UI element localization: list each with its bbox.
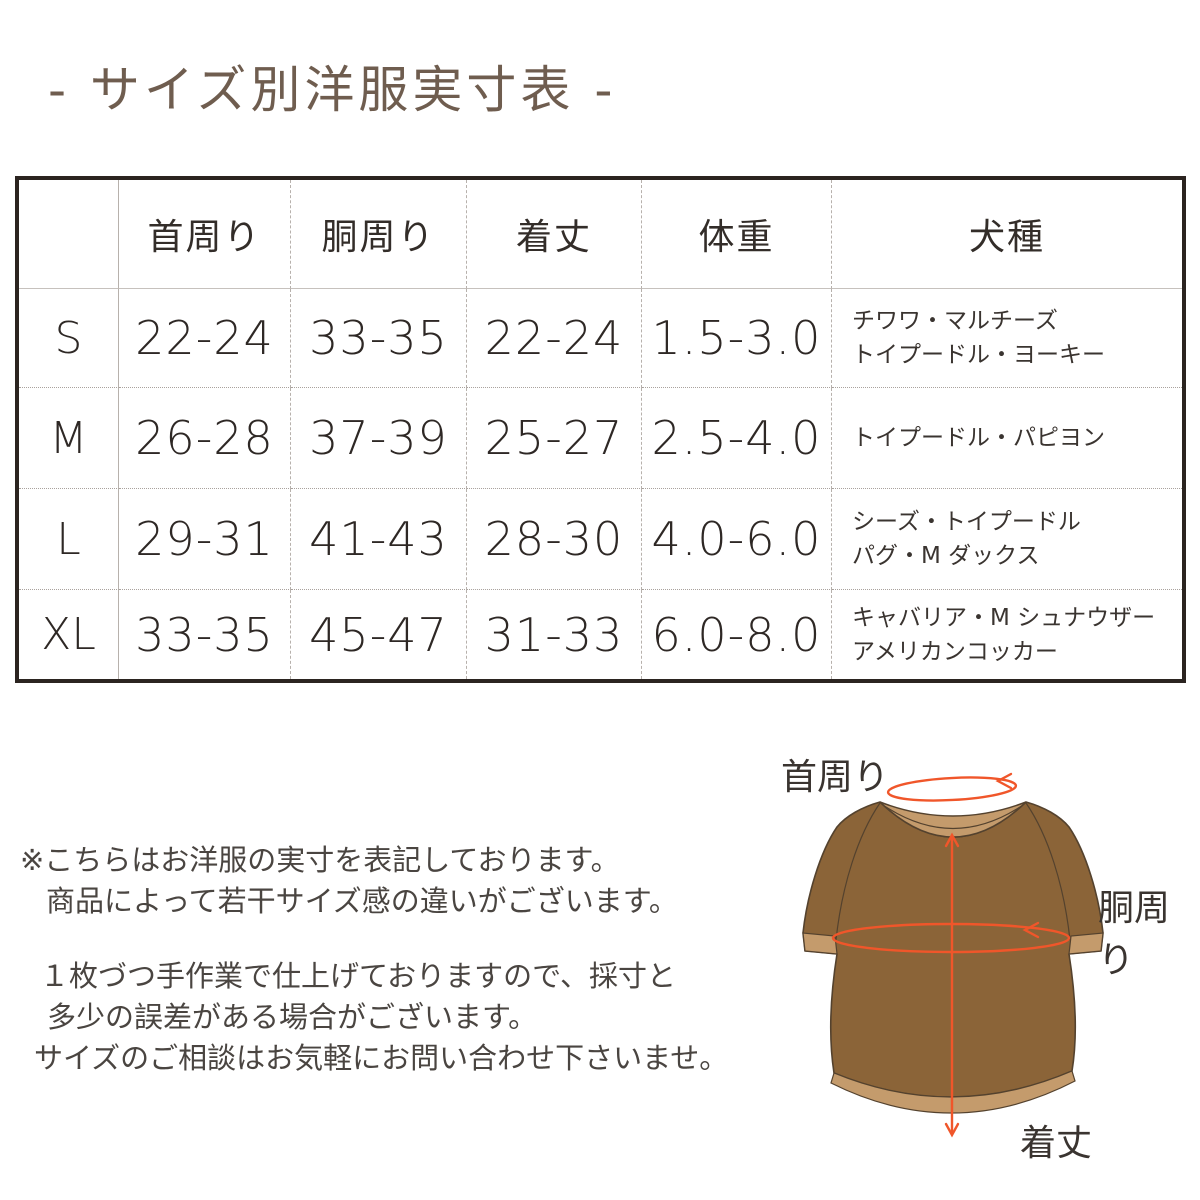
breed-line: トイプードル・パピヨン bbox=[852, 425, 1105, 451]
row-xl-size: XL bbox=[19, 590, 119, 679]
row-l-weight: 4.0-6.0 bbox=[642, 489, 832, 590]
row-xl-length: 31-33 bbox=[467, 590, 642, 679]
col-header-weight: 体重 bbox=[642, 180, 832, 289]
col-header-length: 着丈 bbox=[467, 180, 642, 289]
girth-measure-label: 胴周り bbox=[1098, 888, 1171, 981]
row-l-girth: 41-43 bbox=[291, 489, 467, 590]
row-s-size: S bbox=[19, 289, 119, 388]
note-line-5: サイズのご相談はお気軽にお問い合わせ下さいませ。 bbox=[34, 1041, 729, 1075]
length-arrowhead-top bbox=[944, 832, 960, 848]
note-line-3: １枚づつ手作業で仕上げておりますので、採寸と bbox=[40, 959, 676, 993]
row-m-breeds: トイプードル・パピヨン bbox=[832, 388, 1182, 489]
row-m-girth: 37-39 bbox=[291, 388, 467, 489]
row-l-length: 28-30 bbox=[467, 489, 642, 590]
notes: ※こちらはお洋服の実寸を表記しております。 商品によって若干サイズ感の違いがござ… bbox=[20, 840, 728, 1079]
row-m-length: 25-27 bbox=[467, 388, 642, 489]
row-s-breeds: チワワ・マルチーズ トイプードル・ヨーキー bbox=[832, 289, 1182, 388]
breed-line: キャバリア・M シュナウザー bbox=[852, 604, 1156, 631]
row-s-length: 22-24 bbox=[467, 289, 642, 388]
breed-line: アメリカンコッカー bbox=[852, 638, 1058, 665]
size-table: 首周り 胴周り 着丈 体重 犬種 S 22-24 33-35 22-24 1.5… bbox=[15, 176, 1186, 683]
length-measure-label: 着丈 bbox=[1020, 1123, 1093, 1164]
row-m-weight: 2.5-4.0 bbox=[642, 388, 832, 489]
row-xl-weight: 6.0-8.0 bbox=[642, 590, 832, 679]
row-l-breeds: シーズ・トイプードル パグ・M ダックス bbox=[832, 489, 1182, 590]
breed-line: トイプードル・ヨーキー bbox=[852, 342, 1105, 368]
row-xl-breeds: キャバリア・M シュナウザー アメリカンコッカー bbox=[832, 590, 1182, 679]
row-m-size: M bbox=[19, 388, 119, 489]
note-line-2: 商品によって若干サイズ感の違いがございます。 bbox=[46, 884, 678, 918]
breed-line: チワワ・マルチーズ bbox=[852, 308, 1058, 334]
neck-measure-label: 首周り bbox=[781, 757, 890, 798]
row-m-neck: 26-28 bbox=[119, 388, 291, 489]
cuff-right bbox=[1068, 932, 1104, 955]
row-xl-neck: 33-35 bbox=[119, 590, 291, 679]
collar-seam bbox=[882, 804, 1024, 829]
row-s-girth: 33-35 bbox=[291, 289, 467, 388]
hem-band bbox=[830, 1070, 1076, 1114]
cuff-left bbox=[802, 932, 838, 955]
breed-line: パグ・M ダックス bbox=[852, 543, 1040, 569]
note-line-1: ※こちらはお洋服の実寸を表記しております。 bbox=[20, 843, 620, 877]
neck-arrowhead bbox=[995, 772, 1013, 790]
neck-measure-ellipse bbox=[886, 776, 1018, 802]
sleeve-seam-left bbox=[835, 802, 881, 941]
page-title: - サイズ別洋服実寸表 - bbox=[48, 61, 617, 119]
collar-band bbox=[879, 801, 1027, 838]
row-xl-girth: 45-47 bbox=[291, 590, 467, 679]
length-arrowhead-bottom bbox=[944, 1122, 960, 1138]
note-line-4: 多少の誤差がある場合がございます。 bbox=[47, 1000, 538, 1034]
shirt-diagram bbox=[802, 772, 1104, 1138]
row-l-size: L bbox=[19, 489, 119, 590]
col-header-girth: 胴周り bbox=[291, 180, 467, 289]
table-corner-cell bbox=[19, 180, 119, 289]
breed-line: シーズ・トイプードル bbox=[852, 509, 1081, 535]
col-header-breed: 犬種 bbox=[832, 180, 1182, 289]
col-header-neck: 首周り bbox=[119, 180, 291, 289]
row-l-neck: 29-31 bbox=[119, 489, 291, 590]
girth-arrowhead bbox=[1022, 921, 1040, 939]
sleeve-seam-right bbox=[1025, 802, 1071, 941]
measurement-arrows bbox=[831, 772, 1071, 1138]
row-s-neck: 22-24 bbox=[119, 289, 291, 388]
row-s-weight: 1.5-3.0 bbox=[642, 289, 832, 388]
